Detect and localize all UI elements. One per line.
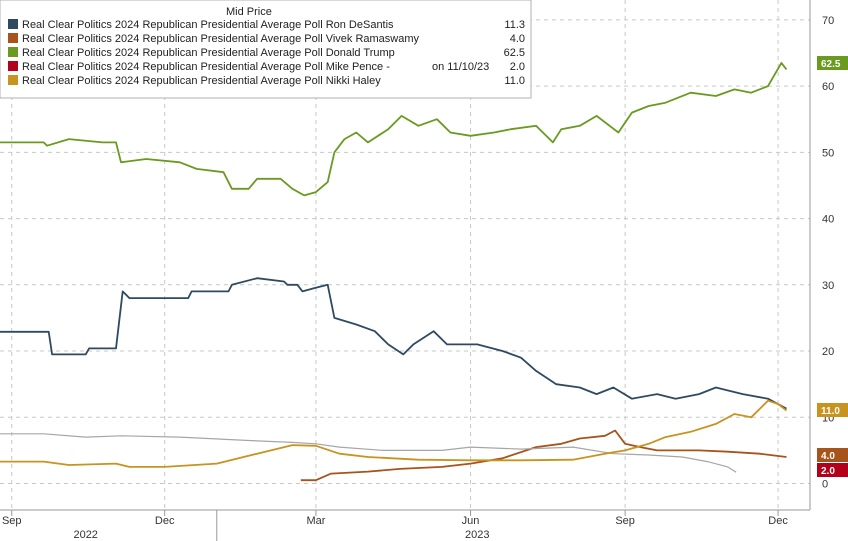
x-tick-label: Dec: [768, 515, 788, 527]
legend-entry-label: Real Clear Politics 2024 Republican Pres…: [22, 47, 395, 59]
x-year-label: 2023: [465, 529, 489, 541]
last-value-tag-label: 2.0: [821, 466, 835, 477]
last-value-tag-box: [817, 448, 848, 462]
gridlines: [0, 0, 810, 510]
x-tick-label: Sep: [615, 515, 635, 527]
legend-swatch: [8, 61, 18, 71]
last-value-tag-label: 11.0: [821, 406, 840, 417]
y-tick-label: 70: [822, 15, 834, 27]
series-line-1: [300, 429, 787, 482]
legend-entry-value: 62.5: [504, 47, 525, 59]
legend: Mid Price Real Clear Politics 2024 Repub…: [0, 0, 532, 99]
legend-entry-label: Real Clear Politics 2024 Republican Pres…: [22, 61, 390, 73]
legend-swatch: [8, 19, 18, 29]
y-tick-label: 30: [822, 280, 834, 292]
series-line-0: [0, 277, 787, 410]
y-tick-label: 20: [822, 346, 834, 358]
y-tick-label: 0: [822, 479, 828, 491]
last-value-tag-box: [817, 56, 848, 70]
legend-entry-value: 4.0: [510, 33, 525, 45]
legend-box: [0, 0, 532, 99]
x-tick-label: Mar: [306, 515, 325, 527]
x-tick-label: Jun: [462, 515, 480, 527]
series-line-2: [0, 62, 788, 197]
last-value-tag-label: 62.5: [821, 59, 841, 70]
last-value-tag-label: 4.0: [821, 451, 835, 462]
legend-entry-value: 2.0: [510, 61, 525, 73]
last-value-tags: 4.0 62.5 2.0 11.0: [817, 56, 848, 477]
legend-title: Mid Price: [226, 6, 272, 18]
series-line-3-trace: [0, 433, 737, 473]
y-tick-label: 40: [822, 214, 834, 226]
legend-entry-note: on 11/10/23: [432, 61, 489, 73]
legend-entry-value: 11.0: [504, 75, 525, 87]
series-lines: [0, 62, 788, 482]
last-value-tag-box: [817, 463, 848, 477]
x-tick-label: Dec: [155, 515, 175, 527]
y-tick-label: 60: [822, 81, 834, 93]
legend-swatch: [8, 33, 18, 43]
legend-entry-label: Real Clear Politics 2024 Republican Pres…: [22, 75, 381, 87]
x-tick-label: Sep: [2, 515, 22, 527]
x-year-label: 2022: [73, 529, 97, 541]
y-tick-label: 50: [822, 147, 834, 159]
legend-entry-label: Real Clear Politics 2024 Republican Pres…: [22, 33, 420, 45]
series-line-4: [0, 399, 788, 468]
legend-swatch: [8, 47, 18, 57]
legend-entry-label: Real Clear Politics 2024 Republican Pres…: [22, 19, 394, 31]
last-value-tag-box: [817, 403, 848, 417]
legend-entry-value: 11.3: [504, 19, 525, 31]
legend-swatch: [8, 75, 18, 85]
